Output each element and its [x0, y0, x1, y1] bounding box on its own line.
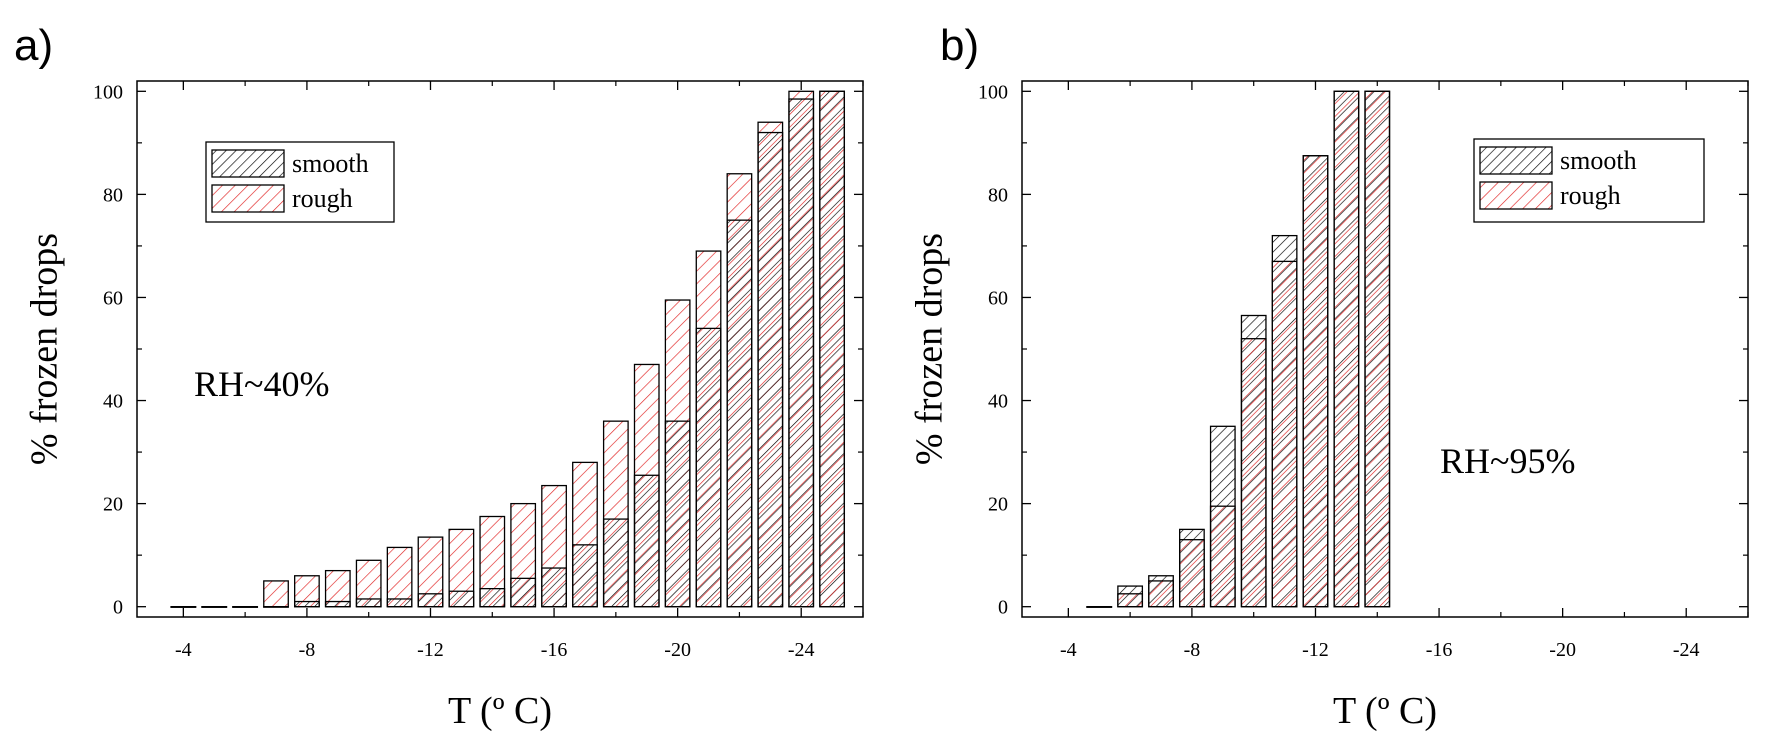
legend: smooth rough: [1473, 138, 1705, 223]
bar-smooth-14: [602, 518, 629, 608]
x-tick-label: -24: [1673, 639, 1700, 661]
bar-smooth-18: [726, 219, 753, 608]
bar-rough-4: [1209, 505, 1236, 608]
bar-rough-3: [1179, 539, 1205, 608]
bar-rough-21: [819, 90, 846, 608]
legend-swatch-smooth: [1479, 146, 1553, 175]
bar-smooth-4: [294, 600, 320, 608]
x-axis-title: T (º C): [448, 690, 552, 732]
bar-rough-2: [1148, 580, 1174, 608]
bar-smooth-13: [572, 544, 598, 608]
y-tick-label: 80: [988, 184, 1008, 206]
y-tick-label: 60: [103, 287, 123, 309]
x-tick-label: -4: [1060, 639, 1077, 661]
chart-panel-b: 0 20 40 60 80 100 -4 -8 -12 -16 -20 -24 T (º C) % fro…: [909, 21, 1749, 732]
legend-label-smooth: smooth: [292, 149, 369, 178]
y-tick-label: 100: [978, 81, 1008, 103]
bar-rough-8: [1333, 90, 1360, 608]
bar-smooth-12: [541, 567, 567, 608]
bar-smooth-11: [510, 577, 537, 608]
y-tick-label: 80: [103, 184, 123, 206]
x-tick-label: -20: [664, 639, 691, 661]
panel-label: b): [940, 21, 979, 70]
x-tick-label: -4: [175, 639, 192, 661]
legend-swatch-rough: [211, 184, 285, 213]
x-tick-label: -20: [1549, 639, 1576, 661]
bar-rough-0: [170, 606, 197, 608]
chart-panel-a: 0 20 40 60 80 100 -4 -8 -12 -16 -20 -24 T (º C) % fro…: [14, 21, 864, 732]
bar-smooth-7: [386, 598, 413, 608]
x-tick-label: -12: [417, 639, 444, 661]
rh-annotation: RH~95%: [1440, 441, 1575, 481]
x-tick-label: -16: [541, 639, 568, 661]
bar-smooth-6: [355, 598, 382, 608]
legend-label-rough: rough: [1560, 181, 1621, 210]
legend-swatch-rough: [1479, 181, 1553, 210]
y-tick-label: 0: [113, 597, 123, 619]
bar-rough-1: [201, 606, 228, 608]
bar-smooth-5: [324, 600, 351, 608]
bar-smooth-8: [417, 593, 444, 608]
bar-rough-7: [1302, 155, 1329, 608]
y-tick-label: 60: [988, 287, 1008, 309]
bar-rough-9: [1364, 90, 1391, 608]
panel-label: a): [14, 21, 53, 70]
bar-rough-6: [1271, 260, 1298, 608]
y-tick-label: 40: [988, 391, 1008, 413]
bar-smooth-9: [448, 590, 475, 608]
bar-rough-2: [232, 606, 259, 608]
bar-smooth-15: [633, 474, 660, 608]
bar-smooth-10: [479, 588, 506, 608]
bar-smooth-19: [757, 131, 784, 608]
y-tick-label: 20: [988, 494, 1008, 516]
y-axis-title: % frozen drops: [909, 233, 951, 465]
bar-rough-3: [263, 580, 289, 608]
bar-rough-5: [1240, 338, 1267, 608]
x-tick-label: -12: [1302, 639, 1329, 661]
x-tick-label: -8: [299, 639, 316, 661]
x-axis-title: T (º C): [1333, 690, 1437, 732]
x-tick-label: -16: [1426, 639, 1453, 661]
y-tick-label: 0: [998, 597, 1008, 619]
bar-smooth-20: [788, 98, 815, 608]
y-tick-label: 100: [93, 81, 123, 103]
legend-swatch-smooth: [211, 149, 285, 178]
legend-label-smooth: smooth: [1560, 146, 1637, 175]
bar-smooth-3: [263, 606, 289, 608]
legend-label-rough: rough: [292, 184, 353, 213]
x-tick-label: -8: [1184, 639, 1201, 661]
bar-smooth-16: [664, 420, 691, 608]
x-tick-label: -24: [788, 639, 815, 661]
y-tick-label: 40: [103, 391, 123, 413]
bar-rough-1: [1117, 593, 1144, 608]
bar-smooth-17: [695, 327, 722, 608]
y-axis-title: % frozen drops: [24, 233, 66, 465]
legend: smooth rough: [205, 141, 395, 223]
rh-annotation: RH~40%: [194, 364, 329, 404]
bar-rough-0: [1086, 606, 1113, 608]
bar-rough-7: [386, 546, 413, 608]
y-tick-label: 20: [103, 494, 123, 516]
